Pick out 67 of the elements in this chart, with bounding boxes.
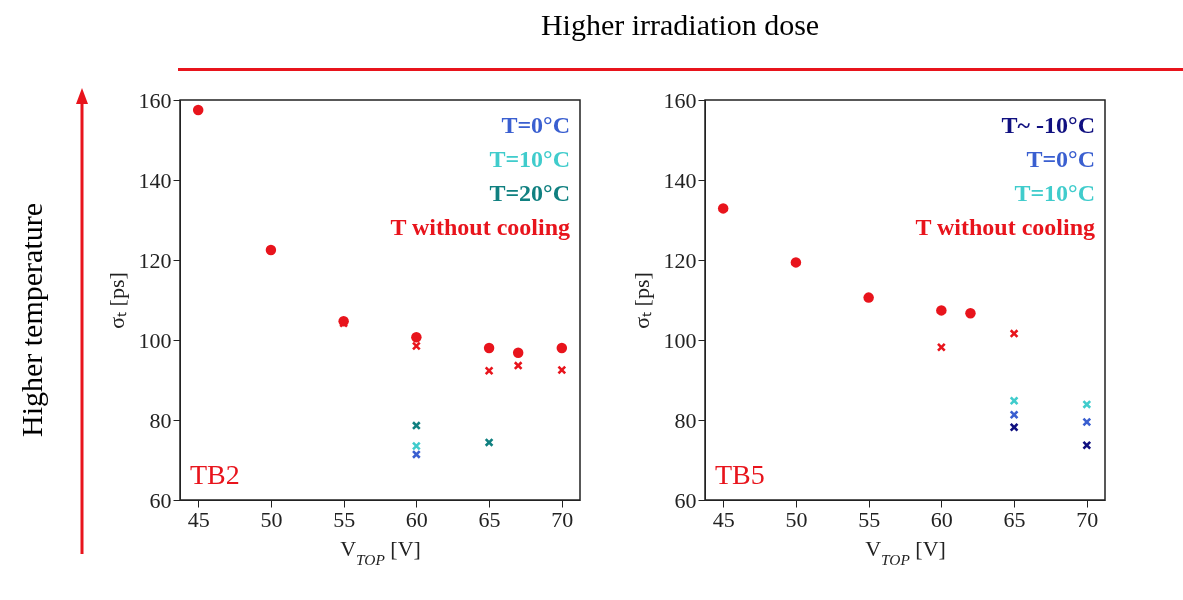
y-tick-label: 60 [149, 487, 172, 513]
y-tick-label: 120 [138, 247, 172, 273]
x-tick-label: 70 [551, 506, 574, 532]
point [863, 292, 874, 303]
point [265, 244, 277, 256]
point [513, 360, 523, 371]
point [411, 420, 422, 431]
point [484, 437, 494, 448]
point [1082, 417, 1092, 427]
annotation: TB5 [715, 459, 765, 490]
x-tick-label: 65 [1003, 506, 1026, 532]
x-tick-label: 55 [333, 506, 356, 532]
y-tick-label: 100 [138, 327, 172, 353]
text: Higher irradiation dose [539, 8, 821, 42]
point [1009, 396, 1019, 406]
y-tick-label: 120 [663, 247, 697, 273]
text: T~ -10°C [1001, 112, 1095, 138]
y-tick-label: 60 [674, 487, 697, 513]
point [411, 441, 422, 451]
point [965, 307, 976, 319]
point [790, 257, 802, 268]
y-tick-label: 160 [663, 87, 697, 113]
text: T without cooling [915, 214, 1095, 240]
annotation: TB2 [190, 459, 240, 490]
point [1009, 328, 1019, 339]
point [717, 203, 729, 214]
x-tick-label: 45 [187, 506, 210, 532]
y-axis-title: σₜ [ps] [628, 272, 654, 329]
x-tick-label: 45 [712, 506, 735, 532]
y-tick-label: 140 [138, 167, 172, 193]
x-axis-title: V$_{TOP}$ [V] [865, 535, 946, 567]
point [936, 305, 947, 316]
point [411, 449, 422, 460]
x-tick-label: 55 [858, 506, 881, 532]
text: T without cooling [390, 214, 570, 240]
text: T=20°C [489, 180, 570, 206]
point [484, 366, 494, 376]
x-axis-title: V$_{TOP}$ [V] [340, 535, 421, 567]
text: T=0°C [1026, 146, 1095, 172]
point [556, 342, 568, 354]
point [192, 104, 204, 116]
point [1009, 410, 1019, 420]
point [512, 347, 524, 359]
y-axis-title: σₜ [ps] [103, 272, 129, 329]
point [1009, 422, 1019, 432]
x-tick-label: 60 [930, 506, 953, 532]
x-tick-label: 50 [260, 506, 283, 532]
point [936, 342, 947, 352]
point [1082, 399, 1092, 410]
text: T=10°C [1014, 180, 1095, 206]
x-tick-label: 50 [785, 506, 808, 532]
y-tick-label: 100 [663, 327, 697, 353]
y-tick-label: 80 [149, 407, 172, 433]
text: T=10°C [489, 146, 570, 172]
point [483, 342, 495, 354]
x-tick-label: 65 [478, 506, 501, 532]
point [411, 331, 422, 343]
point [557, 365, 567, 375]
text: Higher temperature [15, 202, 49, 438]
y-tick-label: 140 [663, 167, 697, 193]
point [1082, 440, 1092, 450]
y-tick-label: 80 [674, 407, 697, 433]
point [411, 341, 422, 351]
x-tick-label: 60 [405, 506, 428, 532]
text: T=0°C [501, 112, 570, 138]
y-tick-label: 160 [138, 87, 172, 113]
x-tick-label: 70 [1076, 506, 1099, 532]
